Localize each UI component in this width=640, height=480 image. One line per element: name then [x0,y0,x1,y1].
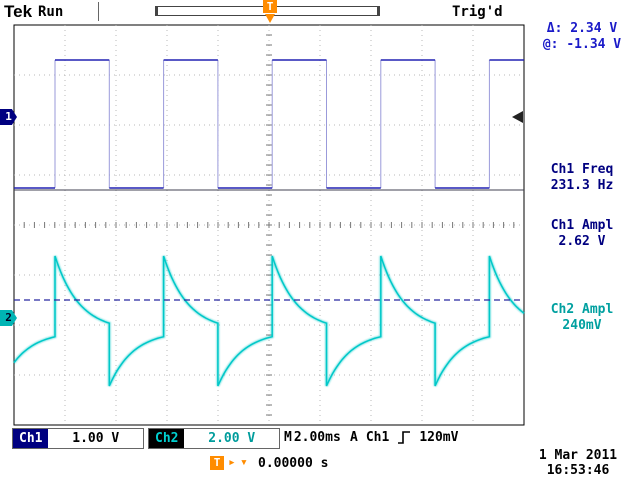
timebase-label: M [284,430,292,445]
trigger-time-t-icon: T [210,456,224,470]
ch1-label-chip: Ch1 [13,429,49,448]
cursor-at-readout: @: -1.34 V [527,37,637,53]
ch2-position-marker: 2 [0,310,17,326]
ch2-trace [12,255,526,387]
trigger-level-arrow-icon [512,111,523,123]
cursor-at-label: @: [542,37,559,52]
time-display: 16:53:46 [546,463,610,478]
trigger-readout: A Ch1 120mV [350,430,458,445]
brand-logo: Tek [4,2,33,21]
ch1-scale-group: Ch1 1.00 V [12,428,144,449]
measurement-label: Ch1 Freq [550,162,614,177]
trigger-position-t-icon: T [263,0,277,13]
measurement-ch1-ampl: Ch1 Ampl 2.62 V [527,218,637,250]
ch2-label-chip: Ch2 [149,429,185,448]
divider [98,2,99,21]
timebase-value: 2.00ms [293,430,341,445]
ch1-trace [14,57,524,191]
date-display: 1 Mar 2011 [538,448,618,463]
arrow-right-icon: ▸ [228,455,236,470]
measurement-label: Ch2 Ampl [550,302,614,317]
measurement-value: 231.3 Hz [550,178,614,193]
ch1-scale-value: 1.00 V [72,431,120,446]
measurement-ch1-freq: Ch1 Freq 231.3 Hz [527,162,637,194]
rising-edge-icon [398,431,411,444]
trigger-time-value: 0.00000 s [258,456,329,471]
arrow-down-icon: ▾ [240,455,248,470]
acquisition-state: Run [38,4,64,20]
ch2-scale-group: Ch2 2.00 V [148,428,280,449]
cursor-delta-value: 2.34 V [570,21,618,36]
ch2-scale-value: 2.00 V [208,431,256,446]
trigger-level-value: 120mV [419,430,459,445]
cursor-delta-label: Δ: [546,21,563,36]
measurement-label: Ch1 Ampl [550,218,614,233]
trigger-source: Ch1 [365,430,390,445]
measurement-ch2-ampl: Ch2 Ampl 240mV [527,302,637,334]
cursor-delta-readout: Δ: 2.34 V [527,21,637,37]
measurement-value: 240mV [562,318,602,333]
trigger-position-down-arrow-icon [265,14,275,23]
timebase-readout: M 2.00ms [284,430,341,445]
ch1-position-marker: 1 [0,109,17,125]
cursor-at-value: -1.34 V [566,37,622,52]
measurement-value: 2.62 V [558,234,606,249]
trigger-status: Trig'd [452,4,503,20]
graticule [13,24,525,426]
trigger-mode-label: A [350,430,358,445]
